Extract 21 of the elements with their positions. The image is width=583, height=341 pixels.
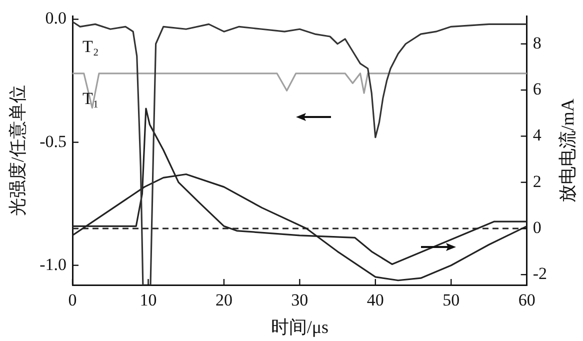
- x-tick-label: 30: [291, 290, 308, 310]
- x-tick-label: 20: [215, 290, 232, 310]
- y2-tick-label: 6: [532, 80, 542, 98]
- y2-axis-title: 放电电流/mA: [558, 98, 578, 203]
- x-tick-label: 50: [442, 290, 460, 310]
- x-tick-label: 40: [366, 290, 384, 310]
- y2-tick-label: 2: [532, 172, 542, 191]
- x-tick-label: 0: [68, 290, 77, 310]
- x-axis-title: 时间/μs: [270, 316, 329, 337]
- y-tick-label: -0.5: [40, 132, 67, 151]
- y-tick-label: -1.0: [40, 254, 67, 274]
- series-label: T₁: [82, 88, 99, 108]
- x-tick-label: 60: [518, 290, 536, 310]
- series-label: T₂: [82, 37, 99, 56]
- y-tick-label: 0.0: [45, 8, 67, 28]
- x-tick-label: 10: [140, 290, 157, 310]
- y2-tick-label: -2: [532, 264, 548, 284]
- y2-tick-label: 4: [532, 126, 542, 145]
- y2-tick-label: 8: [532, 33, 542, 52]
- y2-tick-label: 0: [532, 218, 542, 237]
- y-axis-title: 光强度/任意单位: [8, 85, 28, 216]
